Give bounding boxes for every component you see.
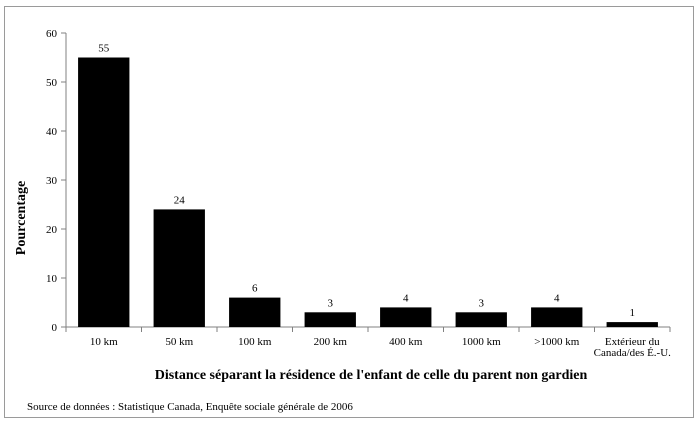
x-tick-label: 200 km — [314, 336, 348, 348]
bar — [455, 312, 507, 327]
source-note: Source de données : Statistique Canada, … — [27, 401, 353, 413]
x-tick-label: >1000 km — [534, 336, 579, 348]
y-tick-label: 10 — [46, 273, 58, 285]
x-tick-label: 400 km — [389, 336, 423, 348]
bar-value-label: 24 — [174, 194, 186, 206]
bar — [380, 307, 432, 327]
y-axis-ticks: 0 10 20 30 40 50 60 — [46, 28, 671, 334]
bar — [304, 312, 356, 327]
bar — [531, 307, 583, 327]
bar-value-label: 55 — [98, 43, 110, 55]
bar — [229, 297, 281, 327]
bar-value-label: 4 — [554, 292, 560, 304]
x-tick-label: Extérieur du Canada/des É.-U. — [594, 336, 672, 359]
y-tick-label: 20 — [46, 224, 58, 236]
y-tick-label: 60 — [46, 28, 58, 40]
bar-value-label: 3 — [328, 297, 334, 309]
x-tick-label: 50 km — [165, 336, 193, 348]
y-tick-label: 30 — [46, 175, 58, 187]
bar-value-label: 6 — [252, 283, 258, 295]
bar-value-label: 1 — [630, 307, 636, 319]
x-tick-label: 1000 km — [462, 336, 501, 348]
bar — [153, 209, 205, 327]
bar-value-label: 4 — [403, 292, 409, 304]
y-axis-title: Pourcentage — [14, 181, 29, 255]
y-tick-label: 40 — [46, 126, 58, 138]
bars-group: 55 24 6 3 4 3 4 1 — [78, 43, 658, 327]
bar — [606, 322, 658, 327]
x-axis-labels: 10 km 50 km 100 km 200 km 400 km 1000 km >1000… — [90, 336, 671, 359]
y-tick-label: 0 — [52, 322, 58, 334]
y-tick-label: 50 — [46, 77, 58, 89]
bar-value-label: 3 — [479, 297, 485, 309]
x-axis-title: Distance séparant la résidence de l'enfa… — [155, 368, 588, 383]
bar — [78, 57, 130, 327]
x-tick-label: 100 km — [238, 336, 272, 348]
x-tick-label: 10 km — [90, 336, 118, 348]
